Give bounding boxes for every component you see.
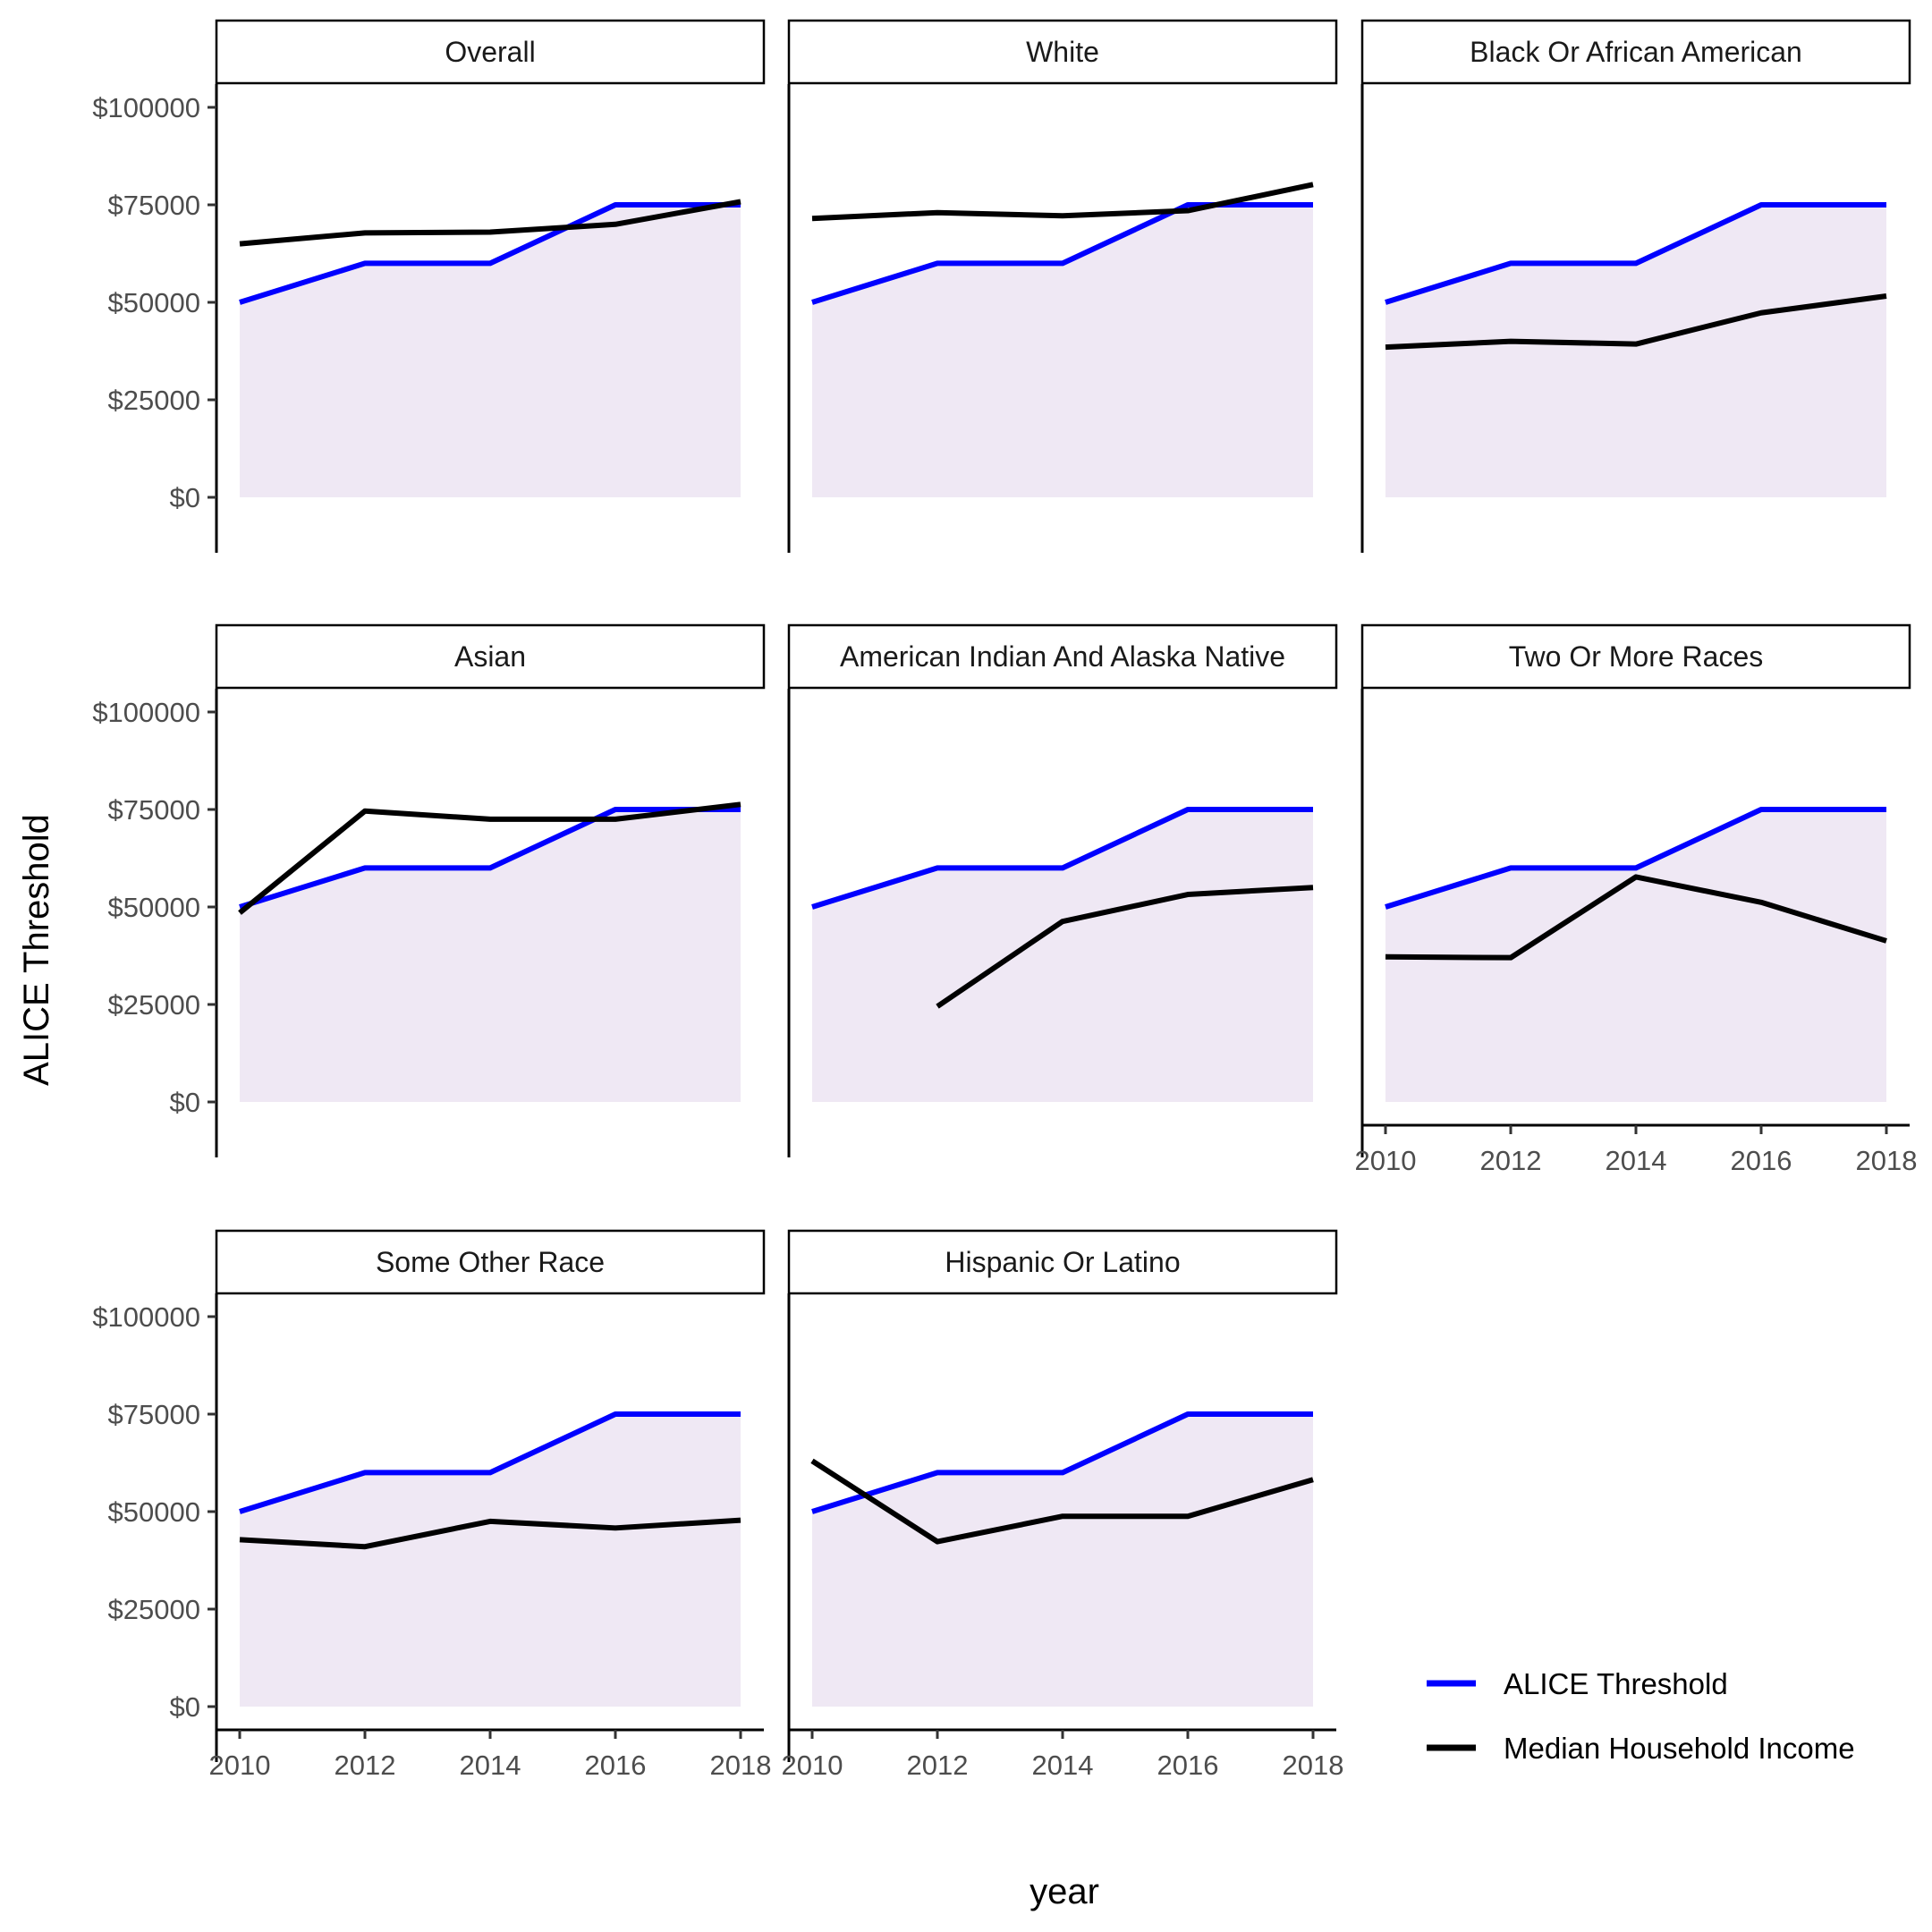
line-median-household-income-hispanic-or-latino (810, 1458, 1314, 1545)
area-alice-american-indian-and-alaska-native (812, 809, 1313, 1102)
strip-label-white: White (1026, 36, 1099, 68)
line-median-household-income-black-or-african-american (1385, 293, 1887, 351)
y-tick-label-overall-2: $50000 (108, 287, 200, 318)
line-median-household-income-american-indian-and-alaska-native (936, 885, 1314, 1009)
y-tick-label-some-other-race-4: $100000 (92, 1301, 200, 1333)
area-alice-asian (240, 809, 741, 1102)
strip-box-some-other-race (215, 1229, 766, 1295)
x-tick-label-hispanic-or-latino-4: 2018 (1283, 1750, 1344, 1781)
strip-box-black-or-african-american (1360, 19, 1911, 85)
y-tick-label-overall-4: $100000 (92, 92, 200, 123)
strip-label-asian: Asian (454, 640, 526, 673)
strip-box-asian (215, 623, 766, 690)
x-tick-label-some-other-race-1: 2012 (335, 1750, 396, 1781)
x-tick-label-two-or-more-races-2: 2014 (1606, 1145, 1667, 1176)
area-alice-black-or-african-american (1385, 205, 1886, 497)
panels-layer: Overall $0 $25000 $50000 $75000 $100000 White B… (92, 19, 1918, 1781)
legend: ALICE Threshold Median Household Income (1427, 1667, 1855, 1765)
x-tick-label-two-or-more-races-1: 2012 (1480, 1145, 1542, 1176)
x-axis-title: year (1030, 1872, 1099, 1911)
panel-black-or-african-american: Black Or African American (1360, 19, 1911, 553)
x-tick-label-hispanic-or-latino-2: 2014 (1032, 1750, 1094, 1781)
strip-label-overall: Overall (445, 36, 535, 68)
strip-box-two-or-more-races (1360, 623, 1911, 690)
y-tick-label-asian-4: $100000 (92, 697, 200, 728)
area-alice-some-other-race (240, 1414, 741, 1707)
strip-box-white (787, 19, 1338, 85)
y-tick-label-some-other-race-3: $75000 (108, 1399, 200, 1430)
panel-overall: Overall $0 $25000 $50000 $75000 $100000 (92, 19, 766, 553)
x-tick-label-hispanic-or-latino-3: 2016 (1157, 1750, 1219, 1781)
panel-american-indian-and-alaska-native: American Indian And Alaska Native (787, 623, 1338, 1157)
x-tick-label-hispanic-or-latino-0: 2010 (782, 1750, 843, 1781)
strip-box-overall (215, 19, 766, 85)
line-alice-threshold-american-indian-and-alaska-native (811, 807, 1313, 910)
legend-label-median-household-income: Median Household Income (1504, 1732, 1855, 1765)
x-tick-label-some-other-race-3: 2016 (585, 1750, 647, 1781)
x-tick-label-two-or-more-races-4: 2018 (1856, 1145, 1918, 1176)
y-tick-label-some-other-race-0: $0 (170, 1691, 200, 1723)
legend-label-alice-threshold: ALICE Threshold (1504, 1667, 1728, 1700)
y-tick-label-overall-3: $75000 (108, 190, 200, 221)
panel-hispanic-or-latino: Hispanic Or Latino 2010 2012 2014 2016 2018 (782, 1229, 1344, 1781)
line-median-household-income-two-or-more-races (1385, 874, 1887, 961)
line-alice-threshold-two-or-more-races (1385, 807, 1886, 910)
y-tick-label-asian-3: $75000 (108, 794, 200, 826)
line-median-household-income-overall (239, 199, 741, 247)
panel-asian: Asian $0 $25000 $50000 $75000 $100000 (92, 623, 766, 1157)
line-alice-threshold-black-or-african-american (1385, 202, 1886, 305)
x-tick-label-some-other-race-2: 2014 (460, 1750, 521, 1781)
strip-label-two-or-more-races: Two Or More Races (1509, 640, 1764, 673)
x-tick-label-two-or-more-races-3: 2016 (1731, 1145, 1792, 1176)
area-alice-hispanic-or-latino (812, 1414, 1313, 1707)
strip-box-hispanic-or-latino (787, 1229, 1338, 1295)
strip-label-hispanic-or-latino: Hispanic Or Latino (945, 1246, 1180, 1278)
y-axis-title: ALICE Threshold (17, 814, 56, 1086)
line-alice-threshold-white (811, 202, 1313, 305)
line-alice-threshold-hispanic-or-latino (811, 1411, 1313, 1514)
panel-two-or-more-races: Two Or More Races 2010 2012 2014 2016 2018 (1355, 623, 1918, 1176)
panel-some-other-race: Some Other Race $0 $25000 $50000 $75000 $1000… (92, 1229, 772, 1781)
x-tick-label-two-or-more-races-0: 2010 (1355, 1145, 1417, 1176)
strip-label-black-or-african-american: Black Or African American (1470, 36, 1802, 68)
y-tick-label-some-other-race-2: $50000 (108, 1496, 200, 1528)
x-tick-label-hispanic-or-latino-1: 2012 (907, 1750, 969, 1781)
line-median-household-income-some-other-race (239, 1517, 741, 1550)
line-median-household-income-asian (238, 801, 741, 915)
y-tick-label-asian-2: $50000 (108, 892, 200, 923)
x-tick-label-some-other-race-4: 2018 (710, 1750, 772, 1781)
y-tick-label-overall-1: $25000 (108, 385, 200, 416)
y-tick-label-asian-1: $25000 (108, 989, 200, 1021)
y-tick-label-overall-0: $0 (170, 482, 200, 513)
strip-box-american-indian-and-alaska-native (787, 623, 1338, 690)
panel-white: White (787, 19, 1338, 553)
strip-label-some-other-race: Some Other Race (376, 1246, 605, 1278)
strip-label-american-indian-and-alaska-native: American Indian And Alaska Native (840, 640, 1285, 673)
area-alice-white (812, 205, 1313, 497)
line-alice-threshold-asian (239, 807, 741, 910)
line-median-household-income-white (811, 182, 1314, 222)
line-alice-threshold-some-other-race (239, 1411, 741, 1514)
y-tick-label-some-other-race-1: $25000 (108, 1594, 200, 1625)
line-alice-threshold-overall (239, 202, 741, 305)
x-tick-label-some-other-race-0: 2010 (209, 1750, 271, 1781)
area-alice-two-or-more-races (1385, 809, 1886, 1102)
y-tick-label-asian-0: $0 (170, 1087, 200, 1118)
area-alice-overall (240, 205, 741, 497)
